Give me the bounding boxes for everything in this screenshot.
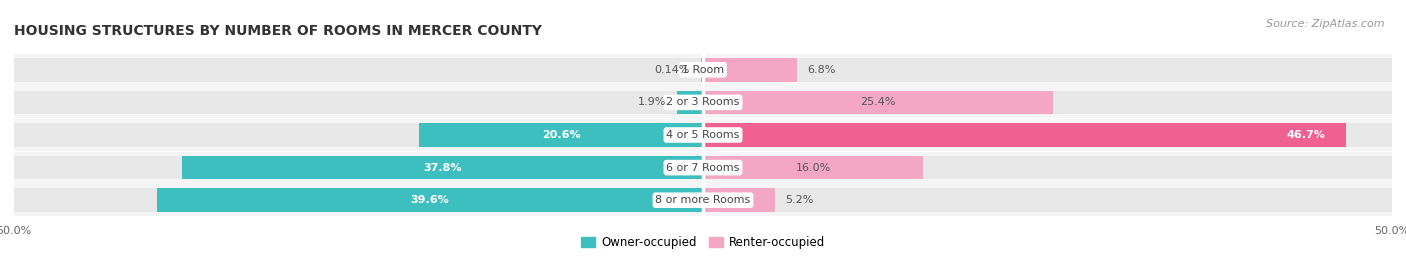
Bar <box>183 156 703 179</box>
Bar <box>703 58 797 82</box>
Text: 4 or 5 Rooms: 4 or 5 Rooms <box>666 130 740 140</box>
Text: 37.8%: 37.8% <box>423 163 461 173</box>
Bar <box>702 58 703 82</box>
Text: 39.6%: 39.6% <box>411 195 450 205</box>
Bar <box>703 156 924 179</box>
Bar <box>14 54 1392 86</box>
Text: 16.0%: 16.0% <box>796 163 831 173</box>
Bar <box>14 184 1392 216</box>
Bar <box>703 91 1053 114</box>
Bar <box>14 86 1392 118</box>
Text: HOUSING STRUCTURES BY NUMBER OF ROOMS IN MERCER COUNTY: HOUSING STRUCTURES BY NUMBER OF ROOMS IN… <box>14 24 543 38</box>
Bar <box>157 188 703 212</box>
Bar <box>676 91 703 114</box>
Bar <box>14 91 1392 114</box>
Text: 20.6%: 20.6% <box>541 130 581 140</box>
Bar <box>14 156 1392 179</box>
Text: 25.4%: 25.4% <box>860 97 896 107</box>
Text: 1 Room: 1 Room <box>682 65 724 75</box>
Text: 6.8%: 6.8% <box>807 65 837 75</box>
Bar <box>14 152 1392 184</box>
Bar <box>14 188 1392 212</box>
Text: 5.2%: 5.2% <box>786 195 814 205</box>
Text: 46.7%: 46.7% <box>1286 130 1326 140</box>
Text: 0.14%: 0.14% <box>655 65 690 75</box>
Bar <box>14 119 1392 151</box>
Text: Source: ZipAtlas.com: Source: ZipAtlas.com <box>1267 19 1385 29</box>
Text: 6 or 7 Rooms: 6 or 7 Rooms <box>666 163 740 173</box>
Text: 8 or more Rooms: 8 or more Rooms <box>655 195 751 205</box>
Bar <box>14 58 1392 82</box>
Text: 2 or 3 Rooms: 2 or 3 Rooms <box>666 97 740 107</box>
Legend: Owner-occupied, Renter-occupied: Owner-occupied, Renter-occupied <box>576 231 830 254</box>
Bar <box>703 123 1347 147</box>
Text: 1.9%: 1.9% <box>637 97 666 107</box>
Bar <box>419 123 703 147</box>
Bar <box>703 188 775 212</box>
Bar <box>14 123 1392 147</box>
